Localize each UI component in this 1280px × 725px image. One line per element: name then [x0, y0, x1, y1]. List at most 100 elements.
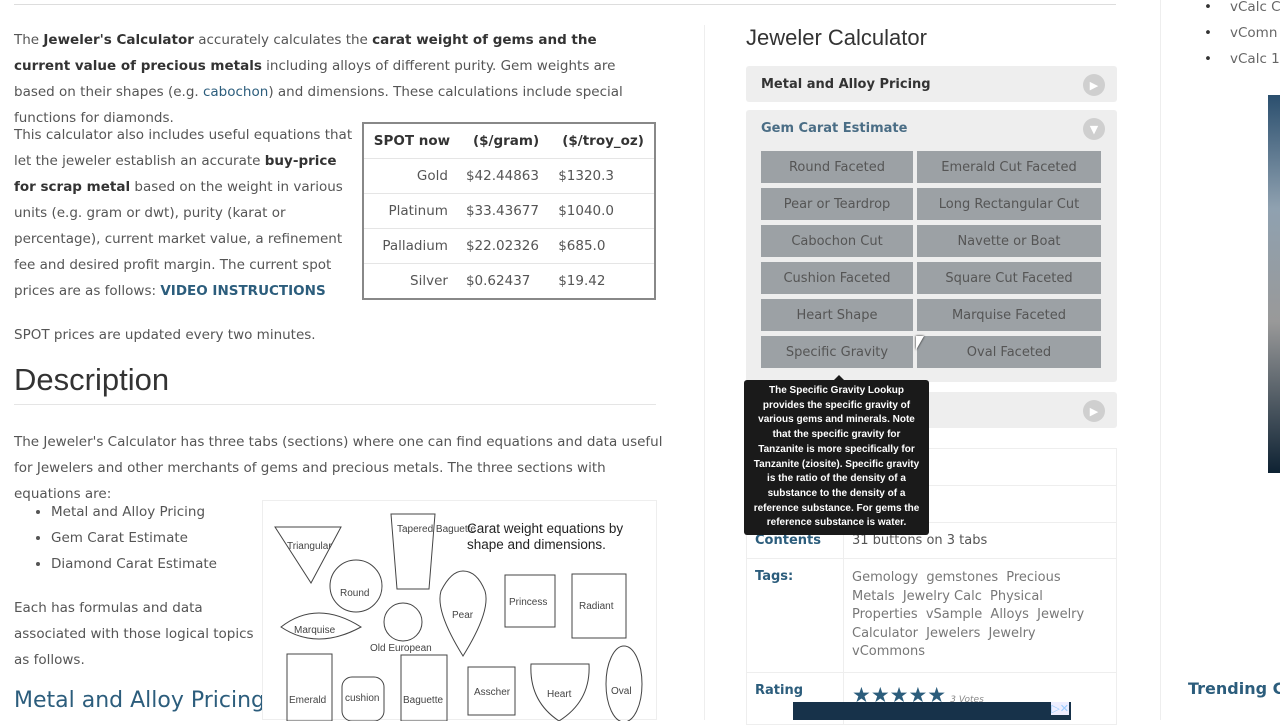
label: cushion	[345, 693, 379, 704]
metal: Silver	[363, 263, 460, 299]
text: The current spot prices are as follows:	[14, 257, 332, 299]
cushion-faceted-button[interactable]: Cushion Faceted	[761, 262, 913, 294]
tag-link[interactable]: Alloys	[990, 607, 1029, 622]
baguette-shape	[400, 654, 448, 722]
tag-link[interactable]: Gemology	[852, 570, 919, 585]
sidebar-ad-image[interactable]	[1268, 95, 1280, 473]
radiant-shape	[571, 573, 627, 639]
text: The	[14, 32, 44, 48]
text: buy-price for scrap metal	[14, 153, 337, 195]
list-item[interactable]: vCalc C	[1230, 0, 1280, 20]
round-shape	[329, 559, 383, 613]
emerald-shape	[286, 653, 333, 722]
label: Emerald	[289, 695, 326, 706]
label: Marquise	[294, 625, 336, 636]
gem-button-grid: Round Faceted Emerald Cut Faceted Pear o…	[761, 151, 1101, 368]
navette-boat-button[interactable]: Navette or Boat	[917, 225, 1101, 257]
metal: Gold	[363, 157, 460, 194]
heart-shape-button[interactable]: Heart Shape	[761, 299, 913, 331]
tag-link[interactable]: Jewelry Calc	[902, 588, 982, 604]
tag-link[interactable]: Precious Metals	[852, 570, 1061, 604]
mouse-cursor-icon	[916, 336, 924, 350]
square-cut-faceted-button[interactable]: Square Cut Faceted	[917, 262, 1101, 294]
tab-gem-carat-estimate[interactable]: Gem Carat Estimate ▼ Round Faceted Emera…	[746, 110, 1117, 382]
advertisement[interactable]: ▷✕	[793, 702, 1071, 720]
table-row: Gold $42.44863 $1320.3	[363, 157, 655, 194]
tag-link[interactable]: Jewelry Calculator	[852, 607, 1085, 641]
scrap-paragraph: This calculator also includes useful equ…	[14, 122, 360, 304]
cabochon-cut-button[interactable]: Cabochon Cut	[761, 225, 913, 257]
marquise-faceted-button[interactable]: Marquise Faceted	[917, 299, 1101, 331]
tags-list: Gemology gemstones Precious Metals Jewel…	[843, 558, 1117, 673]
list-item: Metal and Alloy Pricing	[51, 499, 217, 525]
triangular-shape	[274, 526, 342, 584]
emerald-cut-faceted-button[interactable]: Emerald Cut Faceted	[917, 151, 1101, 183]
label: Tapered Baguette	[397, 524, 476, 535]
right-sidebar-list: vCalc C vComn vCalc 1	[1230, 0, 1280, 72]
tag-link[interactable]: vSample	[925, 607, 983, 622]
play-icon: ▶	[1083, 400, 1105, 422]
price-oz: $685.0	[552, 228, 655, 264]
header: ($/troy_oz)	[562, 132, 644, 149]
gem-shapes-image: Triangular Tapered Baguette Round Marqui…	[262, 500, 657, 723]
play-icon: ▶	[1083, 74, 1105, 96]
update-note: SPOT prices are updated every two minute…	[14, 327, 316, 343]
label: Asscher	[474, 687, 511, 698]
princess-shape	[504, 574, 556, 628]
chevron-down-icon: ▼	[1083, 118, 1105, 140]
price-oz: $1040.0	[552, 192, 655, 229]
label: Pear	[452, 610, 474, 621]
round-faceted-button[interactable]: Round Faceted	[761, 151, 913, 183]
list-item[interactable]: vComn	[1230, 20, 1280, 46]
price-oz: $19.42	[552, 263, 655, 299]
list-item: Diamond Carat Estimate	[51, 551, 217, 577]
cabochon-link[interactable]: cabochon	[202, 84, 269, 100]
price-gram: $22.02326	[459, 228, 553, 264]
section-list: Metal and Alloy Pricing Gem Carat Estima…	[51, 499, 217, 577]
list-item[interactable]: vCalc 1	[1230, 46, 1280, 72]
label: Princess	[509, 597, 547, 608]
divider	[704, 25, 705, 720]
text: ) and dimensions. These calculations inc…	[14, 84, 623, 126]
description-heading: Description	[14, 362, 656, 405]
header: SPOT now	[373, 132, 451, 149]
label: Old European	[370, 643, 432, 654]
old-european-shape	[383, 602, 423, 642]
tag-link[interactable]: Jewelers	[926, 625, 981, 641]
table-row: Silver $0.62437 $19.42	[363, 263, 655, 299]
label: Triangular	[287, 541, 332, 552]
divider	[1160, 0, 1161, 720]
tag-link[interactable]: gemstones	[926, 570, 999, 585]
price-gram: $42.44863	[459, 157, 553, 194]
header: ($/gram)	[472, 132, 540, 149]
table-row: Platinum $33.43677 $1040.0	[363, 192, 655, 229]
marquise-shape	[280, 612, 362, 640]
contents-value: 31 buttons on 3 tabs	[843, 522, 1117, 559]
oval-faceted-button[interactable]: Oval Faceted	[917, 336, 1101, 368]
text: Jeweler's Calculator	[43, 32, 194, 48]
trending-heading: Trending C	[1188, 679, 1280, 698]
tag-link[interactable]: vCommons	[852, 644, 926, 659]
text: accurately calculates the	[193, 32, 373, 48]
list-item: Gem Carat Estimate	[51, 525, 217, 551]
followup-text: Each has formulas and data associated wi…	[14, 600, 254, 668]
label: Oval	[611, 686, 632, 697]
pear-teardrop-button[interactable]: Pear or Teardrop	[761, 188, 913, 220]
specific-gravity-button[interactable]: Specific Gravity	[761, 336, 913, 368]
text: This calculator also includes useful equ…	[14, 127, 353, 169]
tab-label: Metal and Alloy Pricing	[761, 76, 931, 92]
video-instructions-link[interactable]: VIDEO INSTRUCTIONS	[160, 283, 326, 299]
metal: Palladium	[363, 228, 460, 264]
long-rectangular-cut-button[interactable]: Long Rectangular Cut	[917, 188, 1101, 220]
table-row: Palladium $22.02326 $685.0	[363, 228, 655, 264]
label: Round	[340, 588, 369, 599]
description-text: The Jeweler's Calculator has three tabs …	[14, 434, 663, 502]
tag-link[interactable]: Jewelry	[988, 625, 1036, 641]
tag-link[interactable]: Physical Properties	[852, 588, 1043, 623]
calculator-title: Jeweler Calculator	[746, 25, 927, 50]
text: based on the weight in various units (e.…	[14, 179, 343, 273]
ad-close-icon[interactable]: ▷✕	[1051, 702, 1069, 715]
tab-metal-alloy-pricing[interactable]: Metal and Alloy Pricing ▶	[746, 66, 1117, 102]
price-oz: $1320.3	[552, 157, 655, 194]
intro-paragraph: The Jeweler's Calculator accurately calc…	[14, 27, 656, 131]
